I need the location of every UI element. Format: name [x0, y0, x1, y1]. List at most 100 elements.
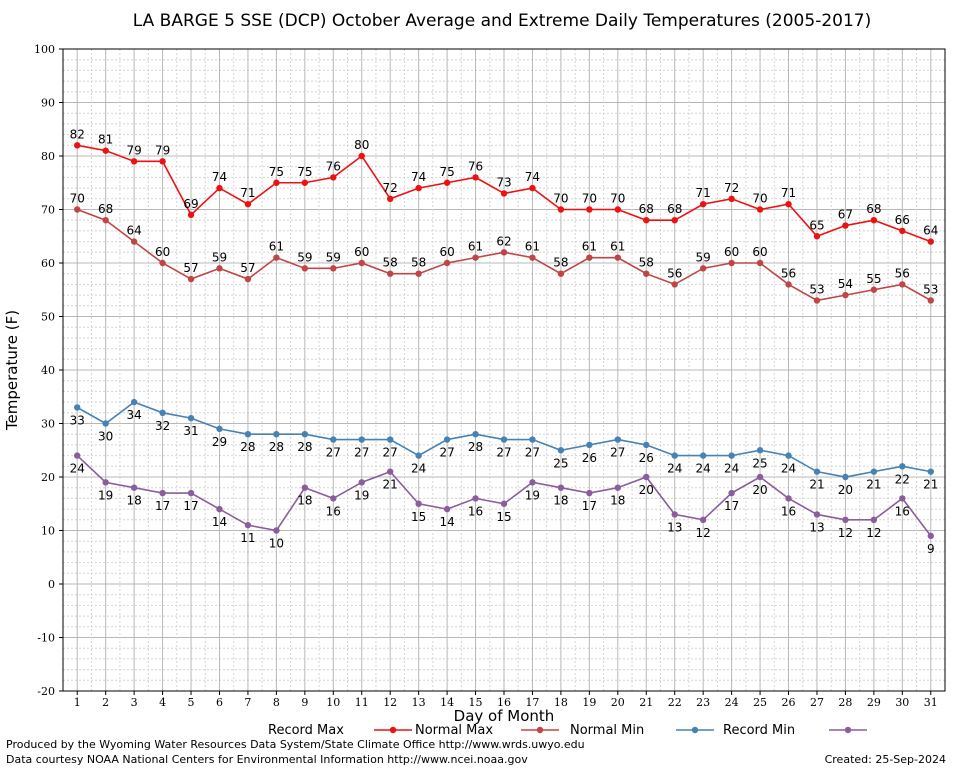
data-label: 68	[667, 202, 682, 216]
data-point	[927, 532, 934, 540]
data-label: 24	[70, 462, 85, 476]
footer-data-courtesy: Data courtesy NOAA National Centers for …	[6, 753, 528, 766]
data-point	[102, 147, 109, 154]
data-label: 68	[866, 202, 881, 216]
data-point	[330, 436, 337, 443]
data-point	[614, 254, 622, 261]
y-axis-label: Temperature (F)	[3, 310, 21, 431]
data-label: 75	[297, 165, 312, 179]
data-point	[330, 265, 337, 272]
legend-label: Record Min	[723, 723, 795, 738]
data-point	[386, 195, 394, 202]
data-label: 24	[724, 462, 739, 476]
data-point	[813, 297, 821, 304]
data-point	[586, 441, 593, 449]
data-label: 21	[383, 478, 398, 492]
data-point	[756, 447, 764, 454]
data-label: 55	[866, 272, 881, 286]
data-label: 64	[923, 224, 938, 238]
data-label: 59	[212, 250, 227, 264]
data-label: 31	[183, 424, 198, 438]
data-point	[159, 259, 166, 267]
data-label: 12	[866, 526, 881, 540]
data-point	[643, 441, 650, 449]
data-label: 57	[183, 261, 198, 275]
data-label: 60	[155, 245, 170, 259]
data-point	[927, 238, 934, 245]
data-label: 19	[354, 488, 369, 502]
data-point	[899, 495, 906, 502]
data-label: 20	[752, 483, 767, 497]
data-point	[472, 174, 479, 181]
data-label: 18	[126, 494, 141, 508]
y-tick-label: 30	[41, 418, 55, 431]
x-tick-label: 20	[611, 696, 625, 709]
data-point	[472, 431, 479, 438]
data-label: 61	[610, 240, 625, 254]
data-label: 15	[496, 510, 511, 524]
data-point	[500, 436, 508, 443]
data-point	[74, 206, 81, 213]
data-point	[102, 420, 109, 427]
data-label: 69	[183, 197, 198, 211]
data-label: 21	[866, 478, 881, 492]
data-point	[643, 217, 650, 224]
data-label: 27	[525, 446, 540, 460]
legend-item: Normal Max	[415, 723, 559, 738]
data-point	[785, 452, 792, 459]
data-point	[244, 521, 252, 529]
data-point	[102, 479, 109, 486]
data-point	[130, 484, 138, 491]
data-label: 20	[639, 483, 654, 497]
x-tick-label: 31	[924, 696, 938, 709]
data-point	[187, 211, 195, 219]
data-label: 9	[927, 542, 935, 556]
data-label: 24	[781, 462, 796, 476]
data-point	[102, 217, 109, 224]
legend-item: Record Min	[723, 723, 867, 738]
data-label: 70	[752, 192, 767, 206]
data-point	[386, 436, 394, 443]
data-point	[671, 511, 678, 518]
data-point	[557, 206, 565, 213]
data-label: 75	[439, 165, 454, 179]
data-point	[301, 484, 309, 491]
data-point	[443, 436, 451, 443]
data-label: 59	[326, 250, 341, 264]
x-tick-label: 23	[696, 696, 710, 709]
data-label: 19	[98, 488, 113, 502]
data-label: 33	[70, 413, 85, 427]
data-point	[728, 259, 735, 267]
data-point	[756, 259, 764, 267]
data-point	[273, 527, 280, 534]
data-label: 17	[183, 499, 198, 513]
x-tick-label: 14	[440, 696, 454, 709]
data-label: 70	[582, 192, 597, 206]
data-point	[671, 281, 678, 288]
y-tick-label: -10	[37, 632, 55, 645]
data-point	[216, 505, 223, 513]
data-label: 27	[439, 446, 454, 460]
data-label: 65	[809, 218, 824, 232]
data-label: 28	[468, 440, 483, 454]
data-point	[301, 179, 309, 186]
data-point	[472, 495, 479, 502]
data-point	[699, 265, 707, 272]
x-tick-label: 16	[497, 696, 511, 709]
data-label: 74	[411, 170, 426, 184]
data-point	[557, 270, 565, 277]
x-tick-label: 26	[782, 696, 796, 709]
data-point	[443, 505, 451, 513]
data-label: 60	[752, 245, 767, 259]
data-label: 56	[781, 266, 796, 280]
data-label: 76	[468, 159, 483, 173]
data-point	[358, 259, 365, 267]
data-label: 71	[696, 186, 711, 200]
data-point	[216, 265, 223, 272]
x-tick-label: 4	[159, 696, 166, 709]
data-label: 53	[923, 282, 938, 296]
data-label: 12	[838, 526, 853, 540]
x-axis-ticks: 1 2 3 4 5 6 7 8 9 10 11 12 13 14 15 16 17 18 19 20 21 22 23 24 2…	[74, 691, 938, 709]
data-point	[614, 484, 622, 491]
